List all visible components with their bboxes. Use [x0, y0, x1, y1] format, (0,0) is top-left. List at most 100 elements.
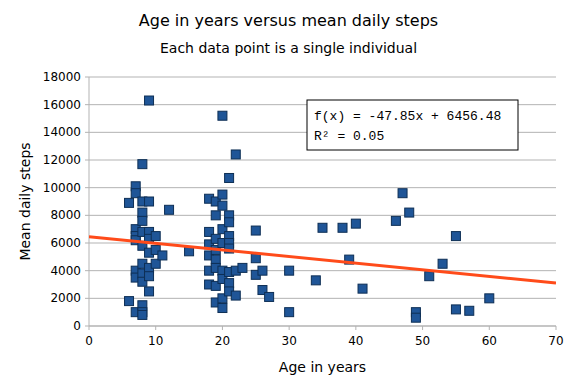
x-tick	[556, 326, 557, 330]
x-tick-label: 70	[548, 334, 563, 348]
point	[145, 272, 154, 281]
y-tick	[85, 298, 89, 299]
y-tick	[85, 215, 89, 216]
grid-line	[89, 77, 556, 78]
point	[451, 232, 460, 241]
point	[258, 266, 267, 275]
y-axis-label: Mean daily steps	[17, 142, 33, 260]
point	[211, 211, 220, 220]
point	[251, 226, 260, 235]
equation-frame	[307, 100, 518, 150]
title: Age in years versus mean daily steps	[139, 11, 438, 30]
point	[218, 111, 227, 120]
point	[285, 308, 294, 317]
point	[125, 198, 134, 207]
point	[438, 259, 447, 268]
point	[165, 205, 174, 214]
y-tick	[85, 326, 89, 327]
grid-line	[89, 270, 556, 271]
point	[225, 279, 234, 288]
x-tick-label: 60	[482, 334, 497, 348]
y-tick	[85, 160, 89, 161]
y-tick-label: 12000	[43, 153, 81, 167]
x-tick-label: 20	[215, 334, 230, 348]
plot-area	[89, 96, 556, 322]
x-tick	[89, 326, 90, 330]
point	[465, 306, 474, 315]
x-tick	[422, 326, 423, 330]
point	[398, 189, 407, 198]
point	[138, 160, 147, 169]
grid-line	[89, 326, 556, 327]
x-tick-label: 30	[282, 334, 297, 348]
x-tick-label: 0	[85, 334, 93, 348]
y-tick-label: 18000	[43, 70, 81, 84]
point	[138, 310, 147, 319]
point	[358, 284, 367, 293]
chart: Age in years versus mean daily steps Each…	[0, 0, 577, 385]
background	[0, 0, 577, 385]
y-tick	[85, 187, 89, 188]
x-tick	[222, 326, 223, 330]
x-tick	[289, 326, 290, 330]
x-axis	[89, 326, 556, 327]
grid-line	[89, 215, 556, 216]
point	[145, 96, 154, 105]
y-axis	[89, 77, 90, 326]
equation-box: f(x) = -47.85x + 6456.48 R² = 0.05	[307, 100, 518, 150]
point	[158, 251, 167, 260]
x-tick-label: 40	[348, 334, 363, 348]
grid-line	[89, 187, 556, 188]
y-tick-label: 4000	[50, 264, 81, 278]
point	[411, 313, 420, 322]
y-tick-label: 6000	[50, 236, 81, 250]
y-tick	[85, 104, 89, 105]
point	[251, 254, 260, 263]
y-tick	[85, 132, 89, 133]
point	[451, 305, 460, 314]
x-tick	[355, 326, 356, 330]
point	[318, 223, 327, 232]
y-tick	[85, 77, 89, 78]
point	[351, 219, 360, 228]
point	[238, 263, 247, 272]
point	[485, 294, 494, 303]
x-tick-label: 10	[148, 334, 163, 348]
y-tick-label: 2000	[50, 291, 81, 305]
point	[285, 266, 294, 275]
y-tick-label: 8000	[50, 208, 81, 222]
point	[231, 291, 240, 300]
y-tick	[85, 243, 89, 244]
annotation: f(x) = -47.85x + 6456.48	[314, 109, 501, 124]
point	[218, 201, 227, 210]
point	[138, 216, 147, 225]
point	[138, 208, 147, 217]
point	[225, 173, 234, 182]
point	[125, 297, 134, 306]
point	[338, 223, 347, 232]
point	[218, 304, 227, 313]
point	[311, 276, 320, 285]
subtitle: Each data point is a single individual	[160, 40, 417, 56]
y-tick-label: 0	[73, 319, 81, 333]
point	[231, 150, 240, 159]
point	[151, 232, 160, 241]
point	[145, 287, 154, 296]
x-tick-label: 50	[415, 334, 430, 348]
x-axis-label: Age in years	[279, 359, 366, 375]
point	[151, 259, 160, 268]
point	[218, 190, 227, 199]
point	[265, 292, 274, 301]
trendline	[89, 237, 556, 283]
point	[211, 255, 220, 264]
y-tick	[85, 270, 89, 271]
annotation: R² = 0.05	[314, 129, 384, 144]
y-tick-label: 10000	[43, 181, 81, 195]
point	[131, 189, 140, 198]
point	[225, 218, 234, 227]
y-tick-label: 16000	[43, 98, 81, 112]
point	[391, 216, 400, 225]
y-tick-label: 14000	[43, 125, 81, 139]
point	[425, 272, 434, 281]
point	[405, 208, 414, 217]
